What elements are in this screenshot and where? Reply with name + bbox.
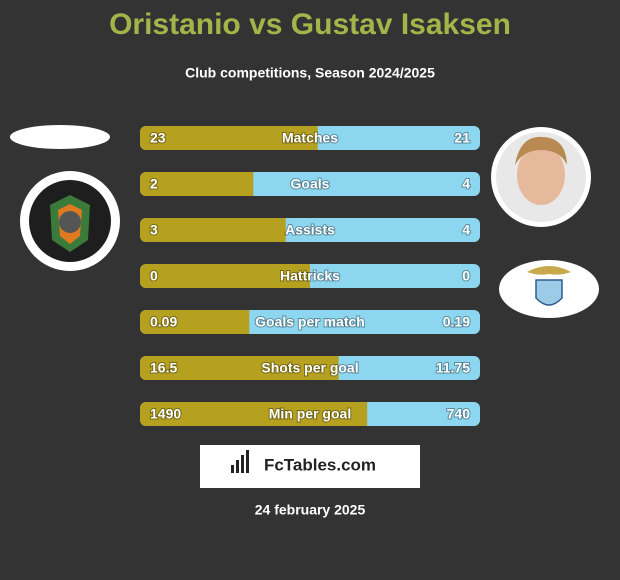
right-value: 740 — [447, 406, 471, 422]
right-value: 0 — [462, 268, 470, 284]
right-value: 4 — [462, 176, 470, 192]
player-image-placeholder — [10, 125, 110, 149]
stat-label: Hattricks — [280, 268, 340, 284]
bar-left — [140, 402, 368, 426]
stat-label: Shots per goal — [261, 360, 358, 376]
right-value: 21 — [454, 130, 470, 146]
stat-label: Assists — [285, 222, 335, 238]
left-value: 23 — [150, 130, 166, 146]
bar-left — [140, 264, 310, 288]
stat-label: Goals — [291, 176, 330, 192]
bar-left — [140, 356, 339, 380]
left-value: 16.5 — [150, 360, 177, 376]
left-value: 3 — [150, 222, 158, 238]
club-logo-right — [499, 260, 599, 318]
stat-label: Min per goal — [269, 406, 351, 422]
left-value: 1490 — [150, 406, 181, 422]
player-photo-right — [491, 127, 591, 227]
stat-rows: 23 Matches 21 2 Goals 4 3 Assists 4 0 Hattricks 0 0.… — [140, 126, 480, 426]
right-value: 4 — [462, 222, 470, 238]
date: 24 february 2025 — [255, 502, 366, 518]
club-logo-left — [20, 171, 120, 271]
bar-left — [140, 218, 286, 242]
right-value: 11.75 — [436, 360, 470, 376]
left-value: 2 — [150, 176, 158, 192]
bar-left — [140, 126, 318, 150]
bar-left — [140, 310, 250, 334]
left-value: 0.09 — [150, 314, 177, 330]
left-value: 0 — [150, 268, 158, 284]
right-value: 0.19 — [443, 314, 470, 330]
brand-box: FcTables.com — [200, 445, 420, 488]
stat-label: Matches — [282, 130, 338, 146]
brand: FcTables.com — [264, 455, 376, 474]
bar-left — [140, 172, 254, 196]
stat-label: Goals per match — [255, 314, 365, 330]
title: Oristanio vs Gustav Isaksen — [109, 8, 511, 41]
subtitle: Club competitions, Season 2024/2025 — [185, 65, 435, 81]
